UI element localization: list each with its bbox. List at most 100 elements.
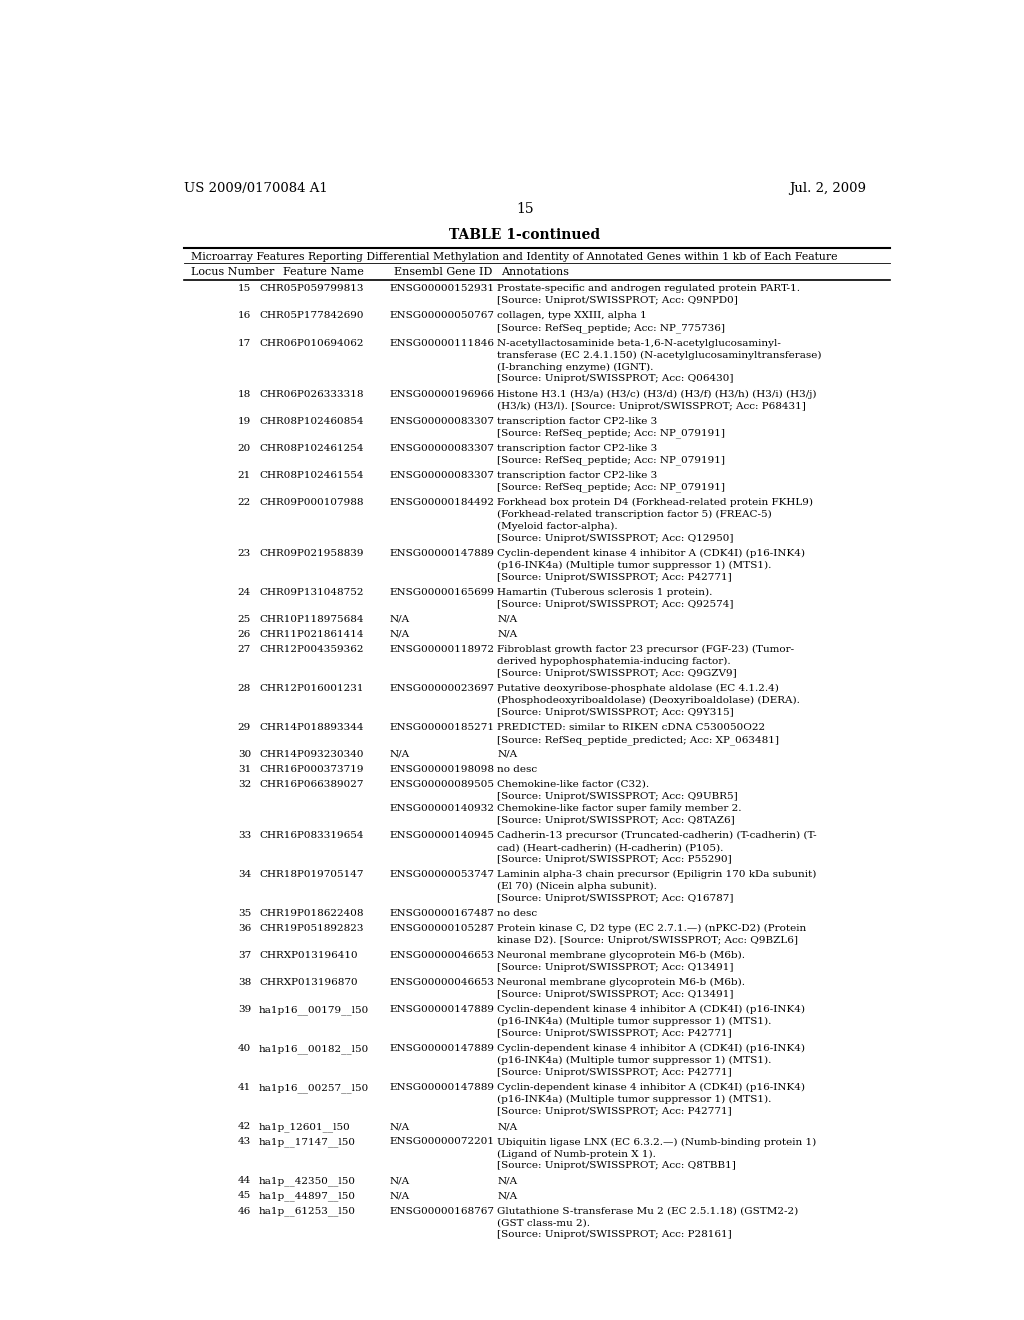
Text: N/A: N/A <box>497 1122 517 1131</box>
Text: ha1p__42350__l50: ha1p__42350__l50 <box>259 1176 356 1187</box>
Text: 33: 33 <box>238 832 251 840</box>
Text: CHR09P000107988: CHR09P000107988 <box>259 498 364 507</box>
Text: 26: 26 <box>238 630 251 639</box>
Text: [Source: Uniprot/SWISSPROT; Acc: Q9NPD0]: [Source: Uniprot/SWISSPROT; Acc: Q9NPD0] <box>497 297 738 305</box>
Text: (GST class-mu 2).: (GST class-mu 2). <box>497 1218 590 1228</box>
Text: (Phosphodeoxyriboaldolase) (Deoxyriboaldolase) (DERA).: (Phosphodeoxyriboaldolase) (Deoxyriboald… <box>497 696 800 705</box>
Text: Microarray Features Reporting Differential Methylation and Identity of Annotated: Microarray Features Reporting Differenti… <box>191 252 838 261</box>
Text: [Source: Uniprot/SWISSPROT; Acc: Q92574]: [Source: Uniprot/SWISSPROT; Acc: Q92574] <box>497 599 733 609</box>
Text: CHR08P102461254: CHR08P102461254 <box>259 444 364 453</box>
Text: ENSG00000196966: ENSG00000196966 <box>390 389 495 399</box>
Text: N/A: N/A <box>497 1176 517 1185</box>
Text: ENSG00000083307: ENSG00000083307 <box>390 444 495 453</box>
Text: [Source: Uniprot/SWISSPROT; Acc: Q9GZV9]: [Source: Uniprot/SWISSPROT; Acc: Q9GZV9] <box>497 669 737 678</box>
Text: [Source: Uniprot/SWISSPROT; Acc: Q13491]: [Source: Uniprot/SWISSPROT; Acc: Q13491] <box>497 990 733 999</box>
Text: [Source: Uniprot/SWISSPROT; Acc: P42771]: [Source: Uniprot/SWISSPROT; Acc: P42771] <box>497 1107 732 1117</box>
Text: Ensembl Gene ID: Ensembl Gene ID <box>394 267 493 277</box>
Text: (p16-INK4a) (Multiple tumor suppressor 1) (MTS1).: (p16-INK4a) (Multiple tumor suppressor 1… <box>497 1018 771 1027</box>
Text: (I-branching enzyme) (IGNT).: (I-branching enzyme) (IGNT). <box>497 363 653 372</box>
Text: collagen, type XXIII, alpha 1: collagen, type XXIII, alpha 1 <box>497 312 647 321</box>
Text: Prostate-specific and androgen regulated protein PART-1.: Prostate-specific and androgen regulated… <box>497 284 800 293</box>
Text: 23: 23 <box>238 549 251 557</box>
Text: [Source: Uniprot/SWISSPROT; Acc: Q8TBB1]: [Source: Uniprot/SWISSPROT; Acc: Q8TBB1] <box>497 1162 736 1171</box>
Text: ENSG00000165699: ENSG00000165699 <box>390 587 495 597</box>
Text: 21: 21 <box>238 471 251 479</box>
Text: 24: 24 <box>238 587 251 597</box>
Text: 16: 16 <box>238 312 251 321</box>
Text: N/A: N/A <box>497 750 517 759</box>
Text: ENSG00000168767: ENSG00000168767 <box>390 1206 495 1216</box>
Text: [Source: Uniprot/SWISSPROT; Acc: Q12950]: [Source: Uniprot/SWISSPROT; Acc: Q12950] <box>497 533 733 543</box>
Text: 42: 42 <box>238 1122 251 1131</box>
Text: CHR19P018622408: CHR19P018622408 <box>259 909 364 919</box>
Text: Hamartin (Tuberous sclerosis 1 protein).: Hamartin (Tuberous sclerosis 1 protein). <box>497 587 713 597</box>
Text: (p16-INK4a) (Multiple tumor suppressor 1) (MTS1).: (p16-INK4a) (Multiple tumor suppressor 1… <box>497 561 771 570</box>
Text: TABLE 1-continued: TABLE 1-continued <box>450 227 600 242</box>
Text: 20: 20 <box>238 444 251 453</box>
Text: 25: 25 <box>238 615 251 624</box>
Text: 18: 18 <box>238 389 251 399</box>
Text: (p16-INK4a) (Multiple tumor suppressor 1) (MTS1).: (p16-INK4a) (Multiple tumor suppressor 1… <box>497 1096 771 1105</box>
Text: Laminin alpha-3 chain precursor (Epiligrin 170 kDa subunit): Laminin alpha-3 chain precursor (Epiligr… <box>497 870 816 879</box>
Text: Cyclin-dependent kinase 4 inhibitor A (CDK4I) (p16-INK4): Cyclin-dependent kinase 4 inhibitor A (C… <box>497 1044 805 1053</box>
Text: 45: 45 <box>238 1192 251 1200</box>
Text: Annotations: Annotations <box>501 267 569 277</box>
Text: CHR14P018893344: CHR14P018893344 <box>259 723 364 731</box>
Text: Cadherin-13 precursor (Truncated-cadherin) (T-cadherin) (T-: Cadherin-13 precursor (Truncated-cadheri… <box>497 832 817 840</box>
Text: Ubiquitin ligase LNX (EC 6.3.2.—) (Numb-binding protein 1): Ubiquitin ligase LNX (EC 6.3.2.—) (Numb-… <box>497 1138 816 1147</box>
Text: Glutathione S-transferase Mu 2 (EC 2.5.1.18) (GSTM2-2): Glutathione S-transferase Mu 2 (EC 2.5.1… <box>497 1206 799 1216</box>
Text: [Source: Uniprot/SWISSPROT; Acc: P55290]: [Source: Uniprot/SWISSPROT; Acc: P55290] <box>497 855 732 865</box>
Text: CHR19P051892823: CHR19P051892823 <box>259 924 364 933</box>
Text: ENSG00000184492: ENSG00000184492 <box>390 498 495 507</box>
Text: CHR18P019705147: CHR18P019705147 <box>259 870 364 879</box>
Text: 31: 31 <box>238 766 251 774</box>
Text: 15: 15 <box>516 202 534 216</box>
Text: no desc: no desc <box>497 766 538 774</box>
Text: 41: 41 <box>238 1084 251 1093</box>
Text: 46: 46 <box>238 1206 251 1216</box>
Text: (H3/k) (H3/l). [Source: Uniprot/SWISSPROT; Acc: P68431]: (H3/k) (H3/l). [Source: Uniprot/SWISSPRO… <box>497 401 806 411</box>
Text: ha1p__17147__l50: ha1p__17147__l50 <box>259 1138 356 1147</box>
Text: CHR16P000373719: CHR16P000373719 <box>259 766 364 774</box>
Text: ENSG00000105287: ENSG00000105287 <box>390 924 495 933</box>
Text: Fibroblast growth factor 23 precursor (FGF-23) (Tumor-: Fibroblast growth factor 23 precursor (F… <box>497 645 795 653</box>
Text: 28: 28 <box>238 684 251 693</box>
Text: ENSG00000083307: ENSG00000083307 <box>390 417 495 425</box>
Text: ENSG00000089505: ENSG00000089505 <box>390 780 495 789</box>
Text: kinase D2). [Source: Uniprot/SWISSPROT; Acc: Q9BZL6]: kinase D2). [Source: Uniprot/SWISSPROT; … <box>497 936 798 945</box>
Text: ENSG00000140932: ENSG00000140932 <box>390 804 495 813</box>
Text: no desc: no desc <box>497 909 538 919</box>
Text: CHR16P066389027: CHR16P066389027 <box>259 780 364 789</box>
Text: [Source: Uniprot/SWISSPROT; Acc: P28161]: [Source: Uniprot/SWISSPROT; Acc: P28161] <box>497 1230 732 1239</box>
Text: N/A: N/A <box>497 615 517 624</box>
Text: ENSG00000147889: ENSG00000147889 <box>390 1006 495 1014</box>
Text: CHR06P010694062: CHR06P010694062 <box>259 338 364 347</box>
Text: ENSG00000147889: ENSG00000147889 <box>390 1044 495 1053</box>
Text: ENSG00000140945: ENSG00000140945 <box>390 832 495 840</box>
Text: N/A: N/A <box>390 750 410 759</box>
Text: 22: 22 <box>238 498 251 507</box>
Text: transcription factor CP2-like 3: transcription factor CP2-like 3 <box>497 471 657 479</box>
Text: ENSG00000198098: ENSG00000198098 <box>390 766 495 774</box>
Text: (Forkhead-related transcription factor 5) (FREAC-5): (Forkhead-related transcription factor 5… <box>497 510 772 519</box>
Text: [Source: RefSeq_peptide; Acc: NP_079191]: [Source: RefSeq_peptide; Acc: NP_079191] <box>497 483 725 492</box>
Text: (Ligand of Numb-protein X 1).: (Ligand of Numb-protein X 1). <box>497 1150 656 1159</box>
Text: ENSG00000147889: ENSG00000147889 <box>390 1084 495 1093</box>
Text: 36: 36 <box>238 924 251 933</box>
Text: [Source: Uniprot/SWISSPROT; Acc: Q8TAZ6]: [Source: Uniprot/SWISSPROT; Acc: Q8TAZ6] <box>497 816 735 825</box>
Text: [Source: Uniprot/SWISSPROT; Acc: Q9Y315]: [Source: Uniprot/SWISSPROT; Acc: Q9Y315] <box>497 708 734 717</box>
Text: N/A: N/A <box>390 1176 410 1185</box>
Text: CHRXP013196870: CHRXP013196870 <box>259 978 357 987</box>
Text: N/A: N/A <box>390 630 410 639</box>
Text: Histone H3.1 (H3/a) (H3/c) (H3/d) (H3/f) (H3/h) (H3/i) (H3/j): Histone H3.1 (H3/a) (H3/c) (H3/d) (H3/f)… <box>497 389 816 399</box>
Text: ENSG00000046653: ENSG00000046653 <box>390 978 495 987</box>
Text: [Source: RefSeq_peptide; Acc: NP_775736]: [Source: RefSeq_peptide; Acc: NP_775736] <box>497 323 725 333</box>
Text: ENSG00000167487: ENSG00000167487 <box>390 909 495 919</box>
Text: cad) (Heart-cadherin) (H-cadherin) (P105).: cad) (Heart-cadherin) (H-cadherin) (P105… <box>497 843 723 851</box>
Text: ENSG00000053747: ENSG00000053747 <box>390 870 495 879</box>
Text: ha1p16__00257__l50: ha1p16__00257__l50 <box>259 1084 370 1093</box>
Text: transcription factor CP2-like 3: transcription factor CP2-like 3 <box>497 417 657 425</box>
Text: [Source: Uniprot/SWISSPROT; Acc: P42771]: [Source: Uniprot/SWISSPROT; Acc: P42771] <box>497 1030 732 1039</box>
Text: 15: 15 <box>238 284 251 293</box>
Text: ha1p_12601__l50: ha1p_12601__l50 <box>259 1122 350 1133</box>
